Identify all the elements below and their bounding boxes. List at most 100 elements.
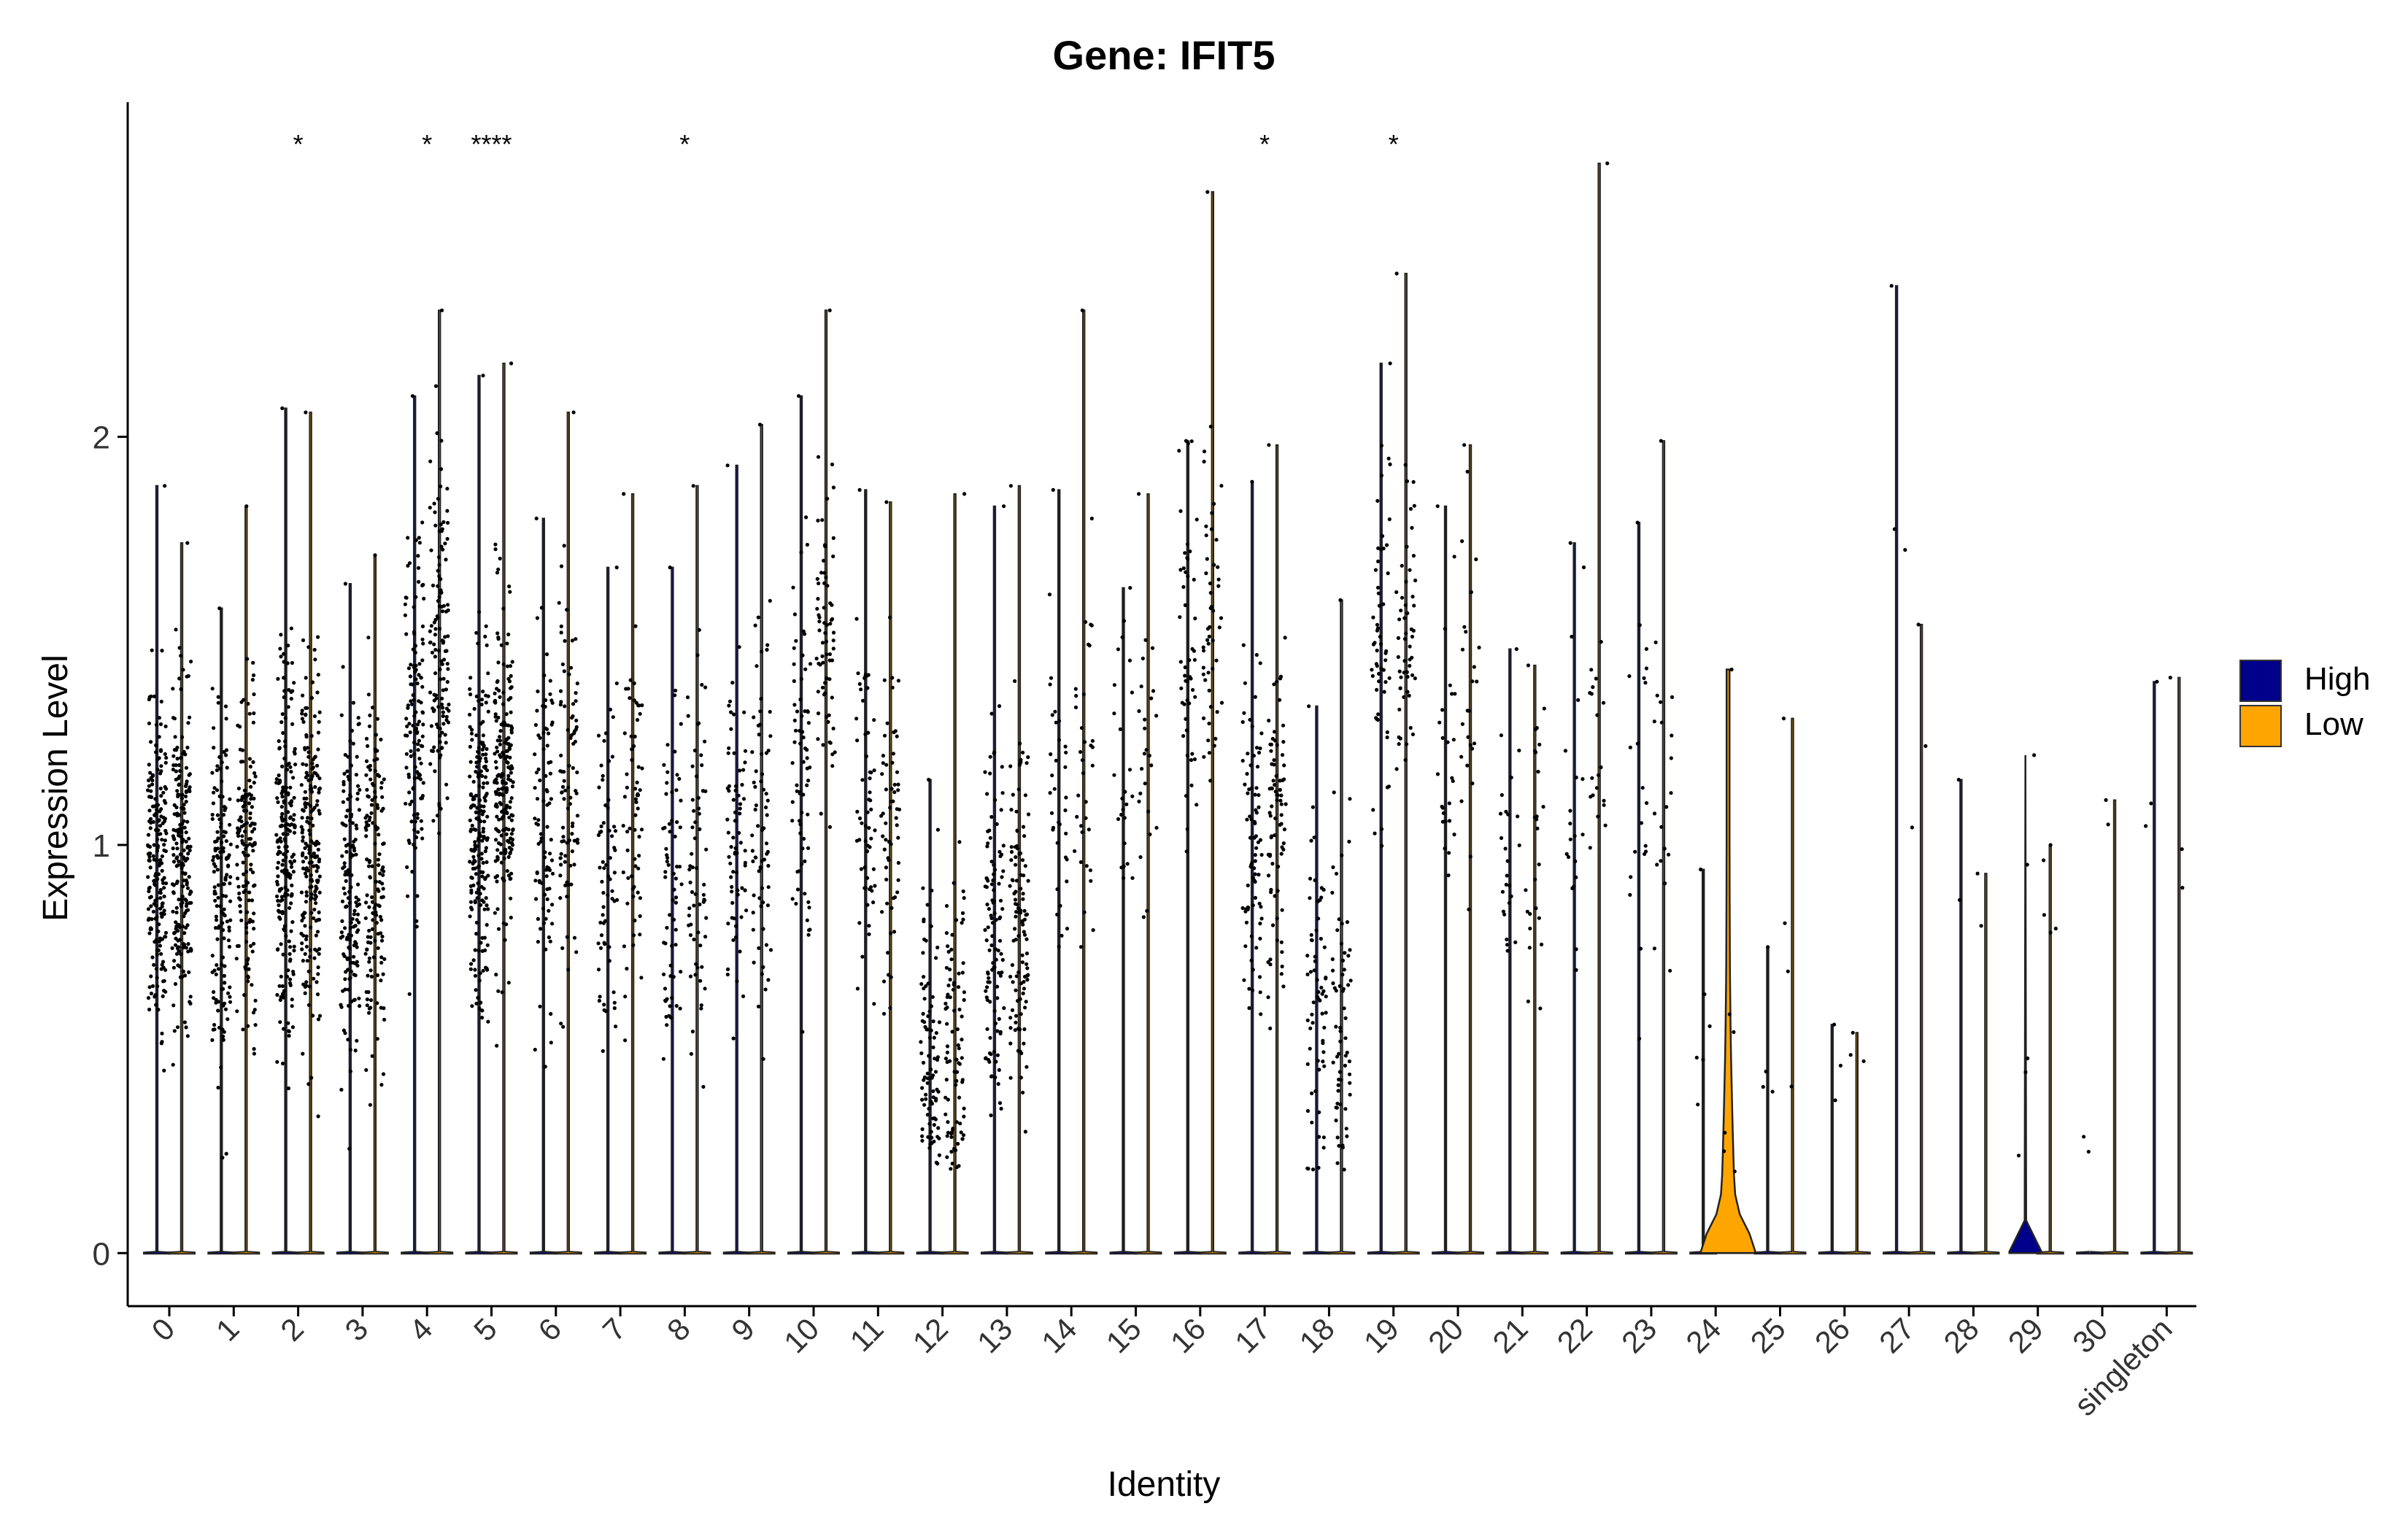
data-point: [238, 725, 242, 729]
data-point: [247, 890, 252, 895]
data-point: [441, 722, 446, 726]
data-point: [508, 800, 513, 804]
data-point: [149, 927, 154, 931]
data-point: [244, 925, 249, 930]
data-point: [227, 928, 231, 933]
data-point: [816, 518, 820, 523]
data-point: [1589, 795, 1593, 799]
data-point: [1274, 773, 1278, 778]
data-point: [984, 1056, 988, 1061]
data-point: [225, 765, 229, 770]
data-point: [1601, 701, 1606, 705]
data-point: [533, 879, 538, 883]
data-point: [1407, 693, 1411, 698]
data-point: [341, 934, 345, 938]
data-point: [509, 674, 513, 679]
data-point: [1348, 948, 1352, 952]
data-point: [1079, 726, 1084, 730]
data-point: [539, 836, 544, 841]
data-point: [1119, 865, 1124, 870]
data-point: [304, 676, 308, 680]
data-point: [1178, 568, 1183, 572]
data-point: [347, 777, 351, 781]
violin-6-low: [554, 412, 582, 1255]
data-point: [436, 584, 440, 588]
data-point: [1011, 792, 1015, 797]
data-point: [662, 763, 666, 767]
data-point: [1627, 674, 1632, 679]
data-point: [1281, 984, 1286, 989]
data-point: [599, 824, 603, 829]
data-point: [1272, 758, 1276, 763]
data-point: [1057, 738, 1061, 742]
data-point: [158, 906, 163, 911]
data-point: [803, 859, 807, 863]
data-point: [184, 908, 189, 913]
data-point: [1259, 905, 1263, 909]
data-point: [474, 890, 479, 895]
data-point: [1537, 742, 1542, 747]
data-point: [1206, 641, 1211, 646]
data-point: [210, 817, 215, 821]
data-point: [733, 810, 738, 814]
data-point: [470, 728, 474, 732]
data-point: [808, 662, 813, 666]
data-point: [574, 691, 578, 695]
violin-12-high: [916, 779, 944, 1255]
data-point: [892, 930, 897, 934]
data-point: [699, 753, 703, 757]
data-point: [339, 930, 344, 935]
data-point: [957, 1095, 962, 1100]
data-point: [441, 603, 447, 608]
data-point: [607, 959, 611, 963]
data-point: [285, 768, 290, 772]
data-point: [438, 733, 442, 738]
data-point: [1399, 675, 1403, 679]
data-point: [380, 934, 385, 939]
data-point: [865, 849, 870, 854]
data-point: [563, 638, 567, 644]
points-30-low: [2104, 798, 2110, 827]
data-point: [163, 817, 168, 821]
data-point: [2016, 1154, 2021, 1158]
data-point: [758, 722, 763, 727]
data-point: [177, 898, 181, 902]
data-point: [316, 847, 320, 852]
data-point: [949, 1130, 954, 1135]
data-point: [414, 835, 419, 840]
data-point: [1596, 814, 1600, 819]
data-point: [563, 860, 567, 864]
data-point: [160, 962, 164, 967]
data-point: [1192, 649, 1196, 653]
data-point: [1403, 463, 1408, 467]
data-point: [1334, 871, 1339, 876]
data-point: [480, 874, 485, 879]
data-point: [481, 830, 485, 834]
data-point: [957, 1061, 961, 1065]
data-point: [1130, 690, 1134, 695]
data-point: [217, 817, 222, 822]
data-point: [857, 921, 862, 925]
data-point: [1316, 1059, 1320, 1063]
data-point: [1652, 719, 1656, 724]
x-tick-label-10: 10: [777, 1311, 825, 1359]
data-point: [690, 889, 695, 895]
data-point: [1410, 655, 1414, 660]
data-point: [407, 722, 412, 726]
data-point: [817, 661, 821, 666]
data-point: [696, 795, 701, 800]
data-point: [368, 875, 372, 879]
data-point: [754, 803, 758, 808]
data-point: [1002, 1006, 1006, 1011]
data-point: [1574, 968, 1578, 972]
data-point: [188, 715, 192, 719]
data-point: [1022, 908, 1027, 913]
data-point: [1643, 681, 1648, 685]
data-point: [922, 917, 926, 922]
data-point: [817, 620, 822, 624]
data-point: [416, 554, 420, 558]
data-point: [372, 906, 377, 911]
data-point: [479, 852, 484, 856]
data-point: [224, 717, 228, 721]
data-point: [236, 943, 241, 948]
